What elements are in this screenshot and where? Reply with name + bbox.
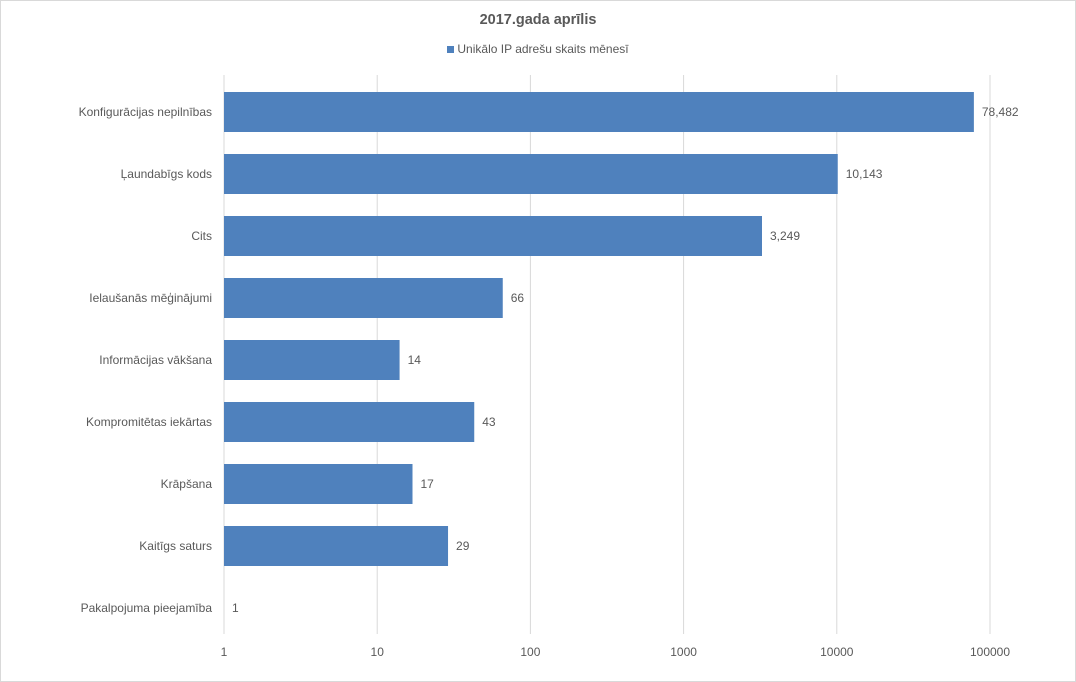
legend: Unikālo IP adrešu skaits mēnesī: [1, 42, 1075, 56]
bar: [224, 464, 413, 504]
x-tick-label: 1000: [670, 645, 697, 659]
bar: [224, 216, 763, 256]
data-label: 66: [511, 291, 525, 305]
x-tick-label: 10: [371, 645, 385, 659]
category-label: Kaitīgs saturs: [139, 539, 212, 553]
legend-swatch: [447, 46, 455, 53]
x-tick-label: 1: [221, 645, 228, 659]
data-label: 14: [408, 353, 422, 367]
x-tick-label: 10000: [820, 645, 854, 659]
bar: [224, 278, 503, 318]
x-tick-label: 100000: [970, 645, 1010, 659]
category-label: Ļaundabīgs kods: [121, 167, 212, 181]
bar: [224, 402, 475, 442]
category-label: Kompromitētas iekārtas: [86, 415, 212, 429]
data-label: 78,482: [982, 105, 1019, 119]
category-label: Krāpšana: [161, 477, 213, 491]
data-label: 10,143: [846, 167, 883, 181]
data-label: 43: [482, 415, 496, 429]
category-label: Konfigurācijas nepilnības: [79, 105, 212, 119]
data-label: 1: [232, 601, 239, 615]
legend-label: Unikālo IP adrešu skaits mēnesī: [457, 42, 629, 56]
x-tick-label: 100: [520, 645, 540, 659]
bar: [224, 526, 449, 566]
bars: [224, 92, 974, 566]
labels: 1 10 100 1000 10000 100000 Konfigurācijas nepi…: [79, 105, 1019, 659]
category-label: Pakalpojuma pieejamība: [81, 601, 213, 615]
category-label: Cits: [191, 229, 212, 243]
data-label: 29: [456, 539, 470, 553]
chart-title: 2017.gada aprīlis: [479, 12, 597, 28]
data-label: 3,249: [770, 229, 800, 243]
category-label: Informācijas vākšana: [99, 353, 212, 367]
bar: [224, 340, 400, 380]
data-label: 17: [421, 477, 435, 491]
bar: [224, 154, 838, 194]
category-label: Ielaušanās mēģinājumi: [89, 291, 212, 305]
bar: [224, 92, 974, 132]
